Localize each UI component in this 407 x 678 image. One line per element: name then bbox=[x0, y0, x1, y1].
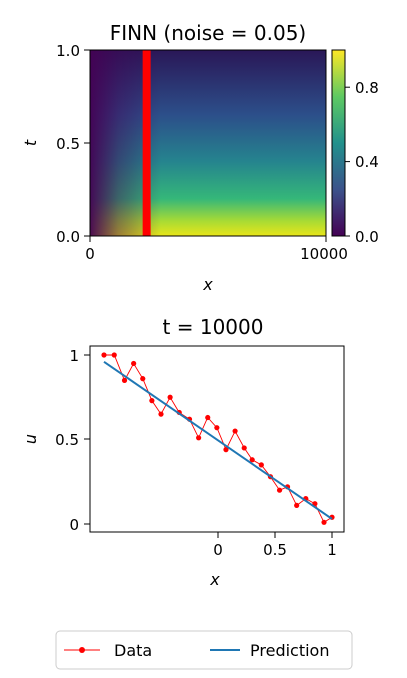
heatmap-xtick-label: 0 bbox=[85, 245, 95, 263]
data-point bbox=[167, 394, 173, 400]
colorbar-tick-label: 0.8 bbox=[355, 79, 379, 97]
data-point bbox=[131, 360, 137, 367]
line-xtick-label: 0.5 bbox=[263, 541, 287, 559]
legend-label-data: Data bbox=[114, 641, 152, 660]
line-xtick-label: 0 bbox=[213, 541, 223, 559]
data-series-line bbox=[104, 354, 333, 523]
data-point bbox=[258, 462, 264, 468]
line-ytick-label: 0.5 bbox=[55, 431, 79, 449]
legend-label-prediction: Prediction bbox=[250, 641, 329, 660]
colorbar-tick-label: 0.0 bbox=[355, 228, 379, 246]
line-ytick-label: 0 bbox=[69, 516, 79, 534]
data-point bbox=[111, 352, 117, 358]
legend-data-marker bbox=[79, 647, 85, 653]
data-point bbox=[149, 398, 155, 404]
line-ytick-label: 1 bbox=[69, 347, 79, 365]
line-chart: t = 10000 1 0.5 0 0 0.5 1 x u bbox=[21, 315, 345, 589]
heatmap-marker-line bbox=[142, 50, 151, 236]
heatmap-xtick-label: 10000 bbox=[300, 245, 348, 263]
series-layer bbox=[101, 352, 335, 525]
heatmap-ytick-label: 0.0 bbox=[56, 228, 80, 246]
heatmap-ytick-label: 0.5 bbox=[56, 135, 80, 153]
line-chart-ylabel: u bbox=[21, 434, 40, 444]
data-point bbox=[294, 502, 300, 509]
heatmap-chart: FINN (noise = 0.05) 1.0 0.5 0.0 0 10000 … bbox=[21, 21, 379, 294]
legend: Data Prediction bbox=[55, 630, 353, 670]
legend-box bbox=[55, 630, 353, 670]
data-point bbox=[101, 352, 107, 358]
line-chart-xlabel: x bbox=[209, 570, 220, 589]
heatmap-left-shade bbox=[90, 50, 326, 236]
data-point bbox=[158, 411, 164, 417]
heatmap-xlabel: x bbox=[202, 275, 213, 294]
colorbar bbox=[331, 49, 346, 237]
line-xtick-label: 1 bbox=[327, 541, 337, 559]
colorbar-tick-label: 0.4 bbox=[355, 153, 379, 171]
data-point bbox=[214, 425, 220, 431]
data-point bbox=[205, 414, 211, 421]
data-point bbox=[121, 377, 128, 383]
heatmap-ylabel: t bbox=[21, 139, 40, 146]
heatmap-title: FINN (noise = 0.05) bbox=[110, 21, 306, 45]
data-point bbox=[223, 447, 229, 453]
line-chart-title: t = 10000 bbox=[163, 315, 264, 339]
data-point bbox=[196, 435, 202, 441]
data-point bbox=[249, 457, 255, 463]
data-point bbox=[321, 519, 327, 525]
data-point bbox=[140, 376, 146, 382]
prediction-line bbox=[103, 360, 333, 520]
data-point bbox=[232, 428, 238, 434]
heatmap-ytick-label: 1.0 bbox=[56, 42, 80, 60]
data-point bbox=[276, 487, 283, 493]
data-point bbox=[241, 445, 247, 451]
